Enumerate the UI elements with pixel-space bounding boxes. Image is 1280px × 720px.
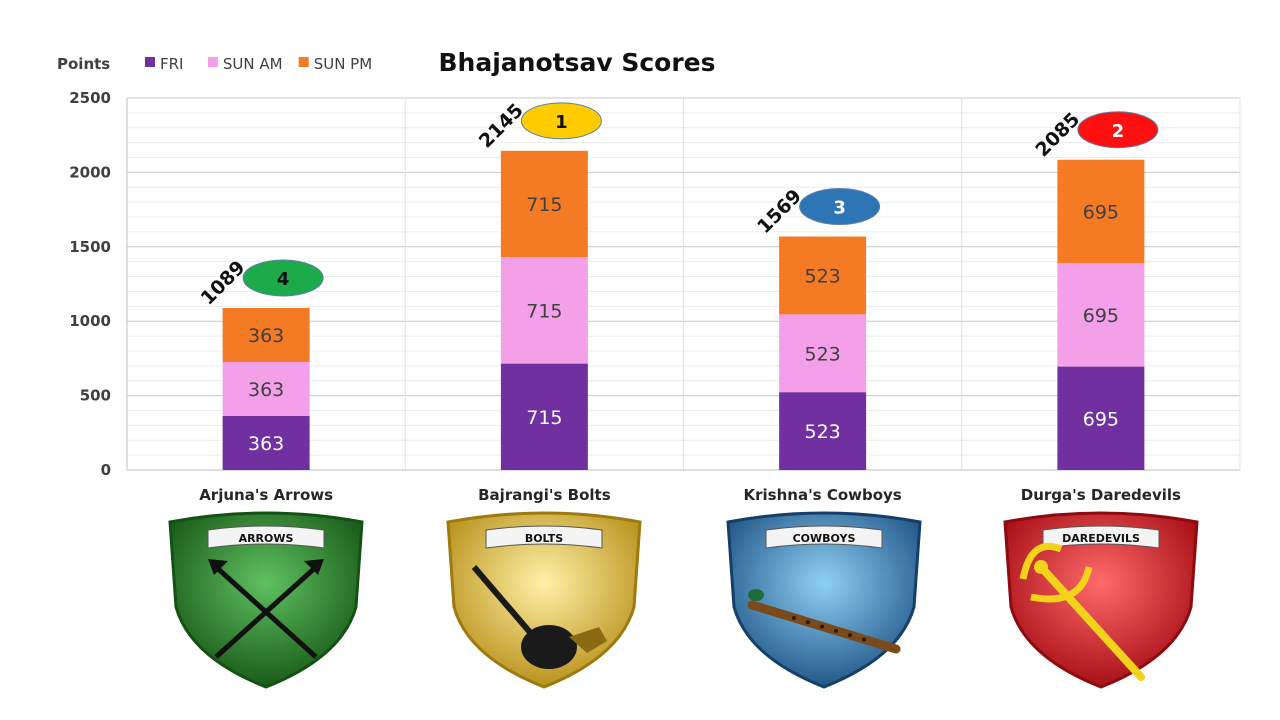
- mace-icon: [471, 565, 607, 669]
- bar-segment: [1057, 366, 1145, 470]
- data-label: 695: [1083, 201, 1119, 223]
- data-label: 715: [526, 300, 562, 322]
- shield-banner-text: ARROWS: [239, 532, 294, 545]
- data-label: 363: [248, 379, 284, 401]
- rank-label: 3: [833, 198, 846, 219]
- legend-label: SUN AM: [223, 55, 283, 73]
- data-label: 695: [1083, 408, 1119, 430]
- chart-title: Bhajanotsav Scores: [438, 48, 715, 77]
- shield-banner-text: COWBOYS: [793, 532, 856, 545]
- x-axis-categories: Arjuna's Arrows Bajrangi's Bolts Krishna's…: [199, 486, 1181, 504]
- total-label: 1089: [197, 257, 250, 310]
- team-shield: BOLTS: [446, 511, 642, 689]
- shield-banner: [485, 525, 603, 549]
- rank-label: 4: [277, 269, 290, 290]
- shield-banner: [207, 525, 325, 549]
- bar-segment: [222, 415, 310, 470]
- rank-badge: [242, 259, 324, 297]
- team-shield: ARROWS: [168, 511, 364, 689]
- y-axis-ticks: 0 500 1000 1500 2000 2500: [69, 89, 111, 479]
- bar-segment: [779, 314, 867, 393]
- bar-segment: [500, 363, 588, 470]
- total-label: 2145: [475, 99, 528, 152]
- rank-badge: [799, 188, 881, 226]
- bar-segment: [1057, 159, 1145, 264]
- legend-swatch: [145, 57, 155, 67]
- bar-segment: [500, 150, 588, 258]
- y-tick-label: 2000: [69, 163, 111, 181]
- x-category-label: Durga's Daredevils: [1021, 486, 1181, 504]
- bar-segment: [500, 257, 588, 364]
- legend-swatch: [298, 57, 309, 67]
- shield-body: [168, 511, 364, 689]
- gridlines: [126, 97, 1241, 471]
- y-axis-label: Points: [57, 55, 110, 73]
- data-label: 523: [804, 343, 840, 365]
- x-category-label: Krishna's Cowboys: [744, 486, 902, 504]
- flute-icon: [747, 589, 901, 654]
- rank-label: 1: [555, 112, 568, 133]
- data-label: 715: [526, 194, 562, 216]
- total-label: 1569: [753, 185, 806, 238]
- data-label: 363: [248, 433, 284, 455]
- legend-swatch: [207, 57, 218, 67]
- team-shield: DAREDEVILS: [1003, 511, 1199, 689]
- legend-label: FRI: [160, 55, 183, 73]
- crossed-arrows-icon: [208, 559, 324, 659]
- bar-segment: [779, 236, 867, 315]
- legend: FRI SUN AM SUN PM: [145, 55, 372, 73]
- y-tick-label: 500: [80, 387, 111, 405]
- data-label: 695: [1083, 305, 1119, 327]
- shield-banner: [1042, 525, 1160, 549]
- total-label: 2085: [1031, 108, 1084, 161]
- bars: 363 363 363 715 715 715 523 523 523 695 695 695: [222, 150, 1145, 470]
- x-category-label: Arjuna's Arrows: [199, 486, 333, 504]
- y-tick-label: 0: [101, 461, 111, 479]
- data-label: 715: [526, 407, 562, 429]
- total-labels: 1089 4 2145 1 1569 3 2085 2: [197, 99, 1159, 310]
- shield-banner-text: DAREDEVILS: [1062, 532, 1140, 545]
- shield-banner-text: BOLTS: [525, 532, 563, 545]
- y-tick-label: 1000: [69, 312, 111, 330]
- team-shield: COWBOYS: [726, 511, 922, 689]
- team-shields: ARROWS BOLTS COWBOYS DAREDEVILS: [168, 511, 1199, 689]
- shield-banner: [765, 525, 883, 549]
- bar-segment: [222, 361, 310, 416]
- rank-label: 2: [1112, 121, 1125, 142]
- bar-segment: [779, 392, 867, 470]
- data-label: 523: [804, 421, 840, 443]
- bar-segment: [222, 307, 310, 362]
- data-label: 523: [804, 265, 840, 287]
- bar-segment: [1057, 263, 1145, 367]
- shield-body: [1003, 511, 1199, 689]
- rank-badge: [1077, 111, 1159, 149]
- y-tick-label: 1500: [69, 238, 111, 256]
- data-label: 363: [248, 325, 284, 347]
- legend-label: SUN PM: [314, 55, 372, 73]
- rank-badge: [520, 102, 602, 140]
- y-tick-label: 2500: [69, 89, 111, 107]
- trident-icon: [1019, 542, 1145, 681]
- x-category-label: Bajrangi's Bolts: [478, 486, 611, 504]
